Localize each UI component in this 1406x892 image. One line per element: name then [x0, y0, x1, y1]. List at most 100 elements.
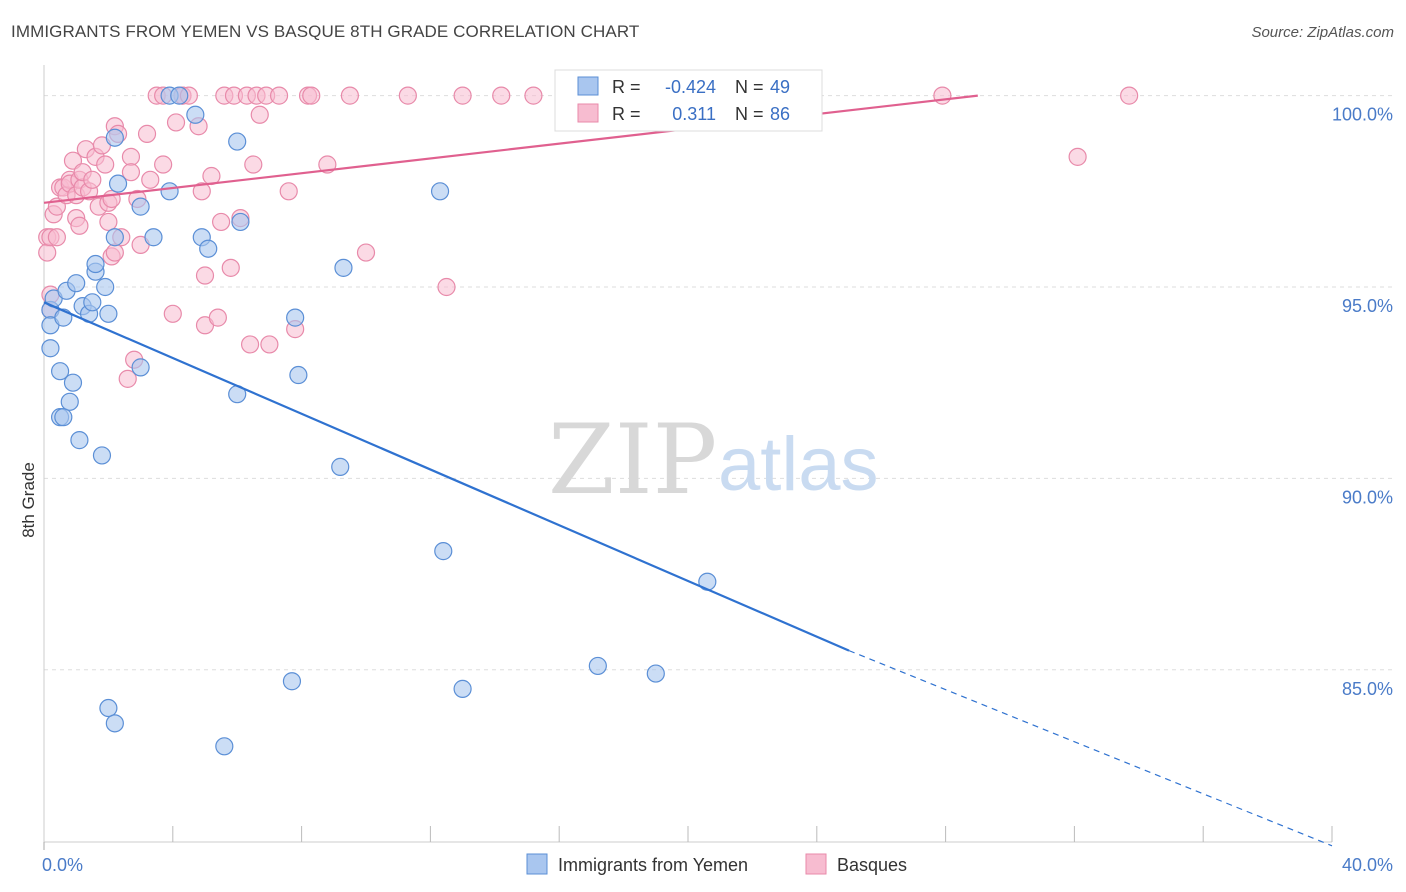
yemen-point: [131, 197, 150, 216]
basque-point: [356, 243, 376, 262]
basque-point: [208, 308, 227, 327]
watermark-zip: ZIP: [548, 404, 717, 516]
basque-point: [340, 86, 359, 105]
axes: [43, 65, 1333, 850]
source-label: Source: ZipAtlas.com: [1251, 24, 1394, 41]
basque-point: [260, 335, 279, 354]
grid-lines: [44, 95, 1395, 671]
yemen-point: [334, 258, 353, 277]
yemen-point: [50, 362, 70, 381]
basque-point: [453, 86, 472, 105]
basque-point: [83, 170, 102, 189]
basque-point: [163, 304, 182, 323]
yemen-point: [434, 542, 453, 561]
watermark: ZIP atlas: [548, 404, 879, 516]
legend-label-yemen: Immigrants from Yemen: [558, 855, 748, 875]
legend-swatch-yemen: [526, 853, 548, 875]
y-tick-label: 90.0%: [1342, 487, 1393, 507]
yemen-point: [86, 254, 105, 274]
yemen-points: [41, 86, 717, 756]
yemen-point: [282, 672, 302, 691]
stats-yemen-n-label: N =: [735, 77, 764, 97]
yemen-point: [99, 304, 118, 323]
trend-line-yemen-extension: [848, 650, 1333, 847]
basque-point: [192, 182, 211, 201]
stats-yemen-n-value: 49: [770, 77, 790, 97]
chart-title: IMMIGRANTS FROM YEMEN VS BASQUE 8TH GRAD…: [11, 22, 640, 41]
yemen-point: [105, 714, 124, 733]
trend-line-basque: [43, 94, 978, 204]
yemen-point: [231, 212, 250, 232]
basque-point: [269, 86, 289, 105]
basque-point: [279, 182, 298, 201]
yemen-point: [54, 408, 73, 427]
yemen-point: [41, 339, 60, 358]
basque-point: [250, 105, 269, 124]
basque-point: [1120, 86, 1139, 105]
yemen-point: [99, 698, 118, 718]
trend-line-yemen: [43, 301, 850, 652]
yemen-point: [453, 679, 472, 698]
basque-point: [70, 216, 89, 235]
yemen-point: [63, 373, 83, 392]
basque-point: [121, 147, 141, 166]
yemen-point: [289, 365, 308, 385]
basque-point: [524, 86, 543, 105]
yemen-point: [105, 128, 124, 147]
stats-basque-n-value: 86: [770, 104, 790, 124]
yemen-point: [67, 274, 86, 293]
yemen-point: [96, 277, 115, 297]
tick-labels: 85.0% 90.0% 95.0% 100.0% 0.0% 40.0%: [42, 105, 1393, 875]
basque-point: [492, 86, 511, 105]
basque-point: [195, 266, 215, 285]
y-tick-label: 95.0%: [1342, 296, 1393, 316]
basque-point: [105, 243, 124, 262]
stats-box: R = -0.424 N = 49 R = 0.311 N = 86: [554, 69, 823, 132]
stats-swatch-basque: [577, 103, 599, 123]
basque-point: [212, 212, 231, 232]
yemen-point: [215, 737, 234, 756]
yemen-point: [199, 239, 218, 258]
basque-point: [221, 258, 240, 277]
basque-point: [154, 155, 173, 174]
watermark-atlas: atlas: [718, 422, 879, 507]
yemen-point: [92, 446, 112, 465]
basque-point: [437, 277, 456, 297]
yemen-point: [105, 228, 124, 247]
yemen-point: [131, 358, 150, 377]
yemen-point: [286, 308, 305, 327]
basque-point: [244, 155, 263, 174]
stats-yemen-r-value: -0.424: [665, 77, 716, 97]
stats-basque-n-label: N =: [735, 104, 764, 124]
yemen-point: [646, 664, 665, 683]
x-tick-label: 0.0%: [42, 855, 83, 875]
yemen-point: [228, 132, 247, 151]
yemen-point: [60, 392, 79, 411]
basque-point: [102, 189, 121, 209]
basque-point: [99, 212, 118, 232]
basque-point: [1068, 147, 1087, 166]
basque-point: [141, 170, 160, 189]
basque-point: [302, 86, 321, 105]
yemen-point: [108, 174, 128, 193]
legend-label-basque: Basques: [837, 855, 907, 875]
basque-point: [398, 86, 417, 105]
basque-point: [47, 228, 66, 247]
stats-yemen-r-label: R =: [612, 77, 641, 97]
stats-basque-r-value: 0.311: [672, 104, 716, 124]
yemen-point: [186, 105, 205, 124]
yemen-point: [430, 182, 450, 201]
stats-basque-r-label: R =: [612, 104, 641, 124]
basque-point: [240, 335, 260, 354]
yemen-point: [160, 182, 179, 201]
stats-swatch-yemen: [577, 76, 599, 96]
y-axis-label: 8th Grade: [19, 462, 38, 538]
basque-point: [118, 369, 137, 388]
yemen-point: [144, 228, 163, 247]
basque-point: [933, 86, 952, 105]
y-tick-label: 100.0%: [1332, 105, 1393, 125]
yemen-point: [588, 656, 607, 676]
y-tick-label: 85.0%: [1342, 679, 1393, 699]
yemen-point: [170, 86, 189, 105]
